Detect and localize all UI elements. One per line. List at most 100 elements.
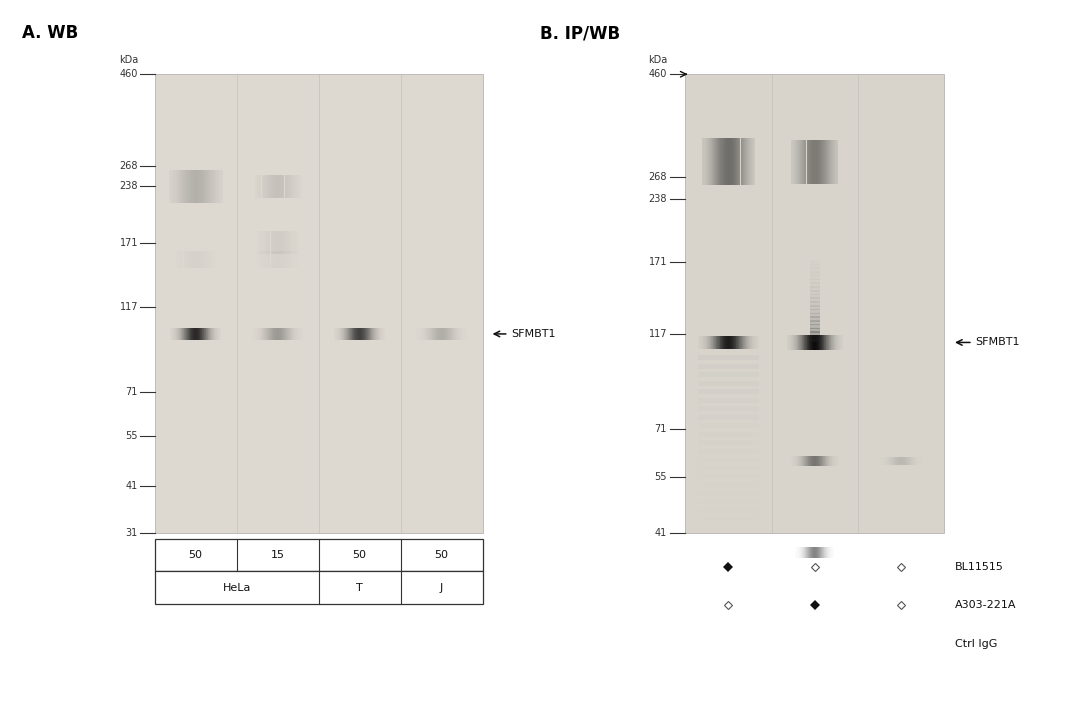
- Text: 117: 117: [120, 302, 138, 312]
- Bar: [810, 260, 820, 262]
- Text: 55: 55: [654, 472, 667, 482]
- Bar: [154, 539, 483, 571]
- Bar: [810, 279, 820, 281]
- Bar: [810, 335, 820, 337]
- Bar: [810, 311, 820, 313]
- Text: BL11515: BL11515: [955, 562, 1003, 572]
- Bar: [810, 269, 820, 272]
- Bar: [810, 339, 820, 341]
- Bar: [810, 303, 820, 306]
- Bar: [810, 303, 820, 304]
- Bar: [698, 364, 758, 369]
- Text: 268: 268: [120, 161, 138, 171]
- Text: 238: 238: [648, 194, 667, 204]
- Bar: [810, 278, 820, 280]
- Bar: [810, 297, 820, 299]
- Bar: [810, 272, 820, 274]
- Text: 171: 171: [648, 257, 667, 267]
- Bar: [810, 285, 820, 286]
- Bar: [810, 318, 820, 319]
- Bar: [698, 398, 758, 403]
- Text: 460: 460: [649, 69, 667, 79]
- Text: Ctrl IgG: Ctrl IgG: [955, 639, 997, 649]
- Bar: [154, 571, 483, 604]
- Bar: [698, 483, 758, 488]
- Text: HeLa: HeLa: [222, 583, 251, 593]
- Bar: [810, 328, 820, 330]
- Bar: [810, 290, 820, 292]
- Bar: [810, 287, 820, 289]
- Bar: [810, 294, 820, 296]
- Bar: [810, 296, 820, 298]
- Bar: [698, 517, 758, 522]
- Bar: [698, 406, 758, 411]
- Text: 50: 50: [189, 550, 203, 560]
- Bar: [810, 337, 820, 338]
- Bar: [810, 315, 820, 317]
- Text: 238: 238: [120, 182, 138, 191]
- Text: SFMBT1: SFMBT1: [975, 337, 1020, 347]
- Text: kDa: kDa: [119, 55, 138, 65]
- Text: 15: 15: [271, 550, 285, 560]
- Bar: [810, 306, 820, 308]
- Bar: [810, 325, 820, 328]
- Bar: [810, 271, 820, 273]
- Text: A303-221A: A303-221A: [955, 601, 1016, 610]
- Text: 117: 117: [648, 329, 667, 339]
- Bar: [810, 277, 820, 279]
- Text: 171: 171: [120, 238, 138, 247]
- Bar: [698, 474, 758, 479]
- Text: 55: 55: [125, 430, 138, 441]
- Bar: [698, 466, 758, 471]
- Text: B. IP/WB: B. IP/WB: [540, 24, 620, 43]
- Bar: [810, 286, 820, 288]
- Bar: [810, 340, 820, 342]
- Bar: [810, 298, 820, 300]
- Bar: [810, 281, 820, 282]
- Bar: [810, 308, 820, 310]
- Bar: [810, 262, 820, 264]
- Text: SFMBT1: SFMBT1: [511, 329, 555, 339]
- Bar: [810, 321, 820, 323]
- Text: 50: 50: [434, 550, 448, 560]
- Bar: [810, 320, 820, 322]
- Bar: [810, 282, 820, 284]
- Bar: [698, 381, 758, 386]
- Bar: [698, 440, 758, 445]
- Bar: [810, 305, 820, 307]
- Bar: [698, 389, 758, 394]
- Bar: [810, 330, 820, 332]
- Bar: [810, 263, 820, 265]
- Text: 41: 41: [654, 528, 667, 538]
- Text: J: J: [440, 583, 443, 593]
- Bar: [698, 432, 758, 437]
- Bar: [698, 423, 758, 428]
- Bar: [810, 319, 820, 320]
- Bar: [810, 327, 820, 329]
- Bar: [810, 337, 820, 340]
- Bar: [810, 266, 820, 267]
- Bar: [810, 324, 820, 326]
- Bar: [698, 508, 758, 513]
- Bar: [810, 309, 820, 311]
- Bar: [810, 333, 820, 334]
- Bar: [810, 300, 820, 301]
- Bar: [810, 301, 820, 303]
- Bar: [698, 457, 758, 462]
- Bar: [810, 274, 820, 276]
- Bar: [810, 284, 820, 285]
- Bar: [698, 500, 758, 505]
- Bar: [810, 313, 820, 316]
- Bar: [810, 267, 820, 269]
- Text: 71: 71: [125, 387, 138, 397]
- Bar: [810, 323, 820, 325]
- Bar: [810, 289, 820, 291]
- Bar: [810, 268, 820, 270]
- Bar: [810, 291, 820, 294]
- Text: 31: 31: [125, 528, 138, 538]
- Bar: [698, 415, 758, 420]
- Bar: [698, 355, 758, 360]
- Text: 41: 41: [125, 481, 138, 491]
- Bar: [685, 74, 944, 533]
- Bar: [810, 316, 820, 318]
